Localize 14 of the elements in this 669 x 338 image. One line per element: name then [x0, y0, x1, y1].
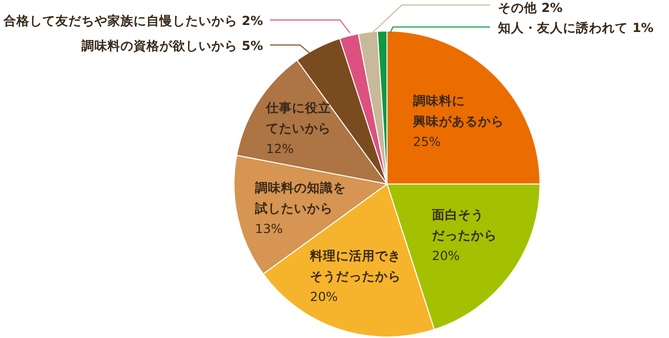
slice-label: 合格して友だちや家族に自慢したいから 2%: [2, 13, 264, 28]
slice-label: 調味料の資格が欲しいから 5%: [81, 38, 264, 53]
data-label: 20%: [310, 289, 338, 304]
slice-label: 仕事に役立てたいから: [265, 100, 331, 136]
slice-label: 知人・友人に誘われて 1%: [497, 20, 654, 35]
data-label: 13%: [255, 221, 283, 236]
data-label: 12%: [266, 141, 294, 156]
slice-label: 調味料の知識を試したいから: [254, 180, 346, 216]
slice-label: 料理に活用できそうだったから: [309, 248, 401, 284]
slice-label: その他 2%: [498, 0, 564, 15]
data-label: 25%: [413, 134, 441, 149]
slice-label: 面白そうだったから: [431, 207, 497, 242]
slice-label: 調味料に興味があるから: [412, 93, 504, 128]
data-label: 20%: [432, 248, 460, 263]
